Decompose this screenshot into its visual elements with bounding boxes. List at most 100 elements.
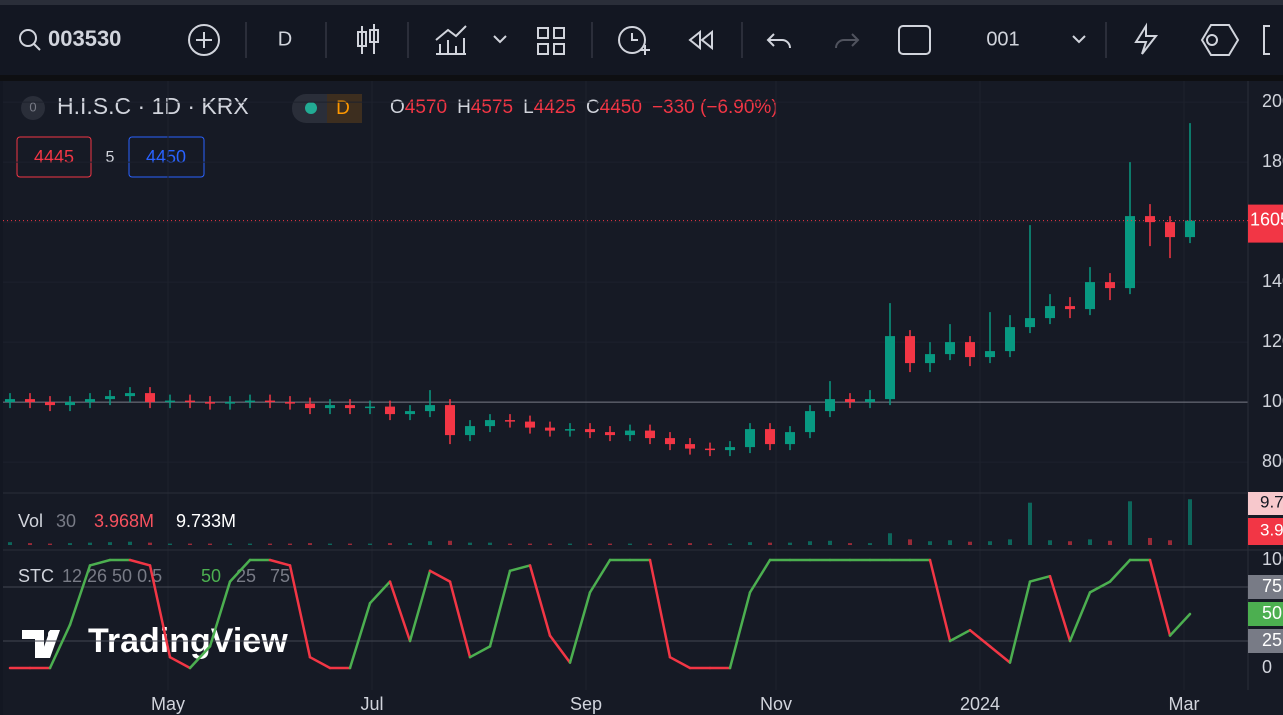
volume-bar bbox=[128, 541, 132, 545]
volume-bar bbox=[988, 541, 992, 545]
settings-button[interactable] bbox=[1200, 24, 1240, 56]
change: −330 (−6.90%) bbox=[652, 97, 778, 118]
stc-level: 50 bbox=[201, 566, 221, 586]
y-tick-label: 800 bbox=[1262, 451, 1283, 471]
candle-body bbox=[465, 426, 475, 436]
x-tick-label: Nov bbox=[760, 694, 792, 714]
add-button[interactable] bbox=[188, 24, 220, 56]
candle-body bbox=[65, 402, 75, 406]
alert-icon bbox=[631, 33, 650, 55]
legend: 0 H.I.S.C · 1D · KRX D 4445 5 4450 O4570… bbox=[16, 93, 778, 586]
indicators-button[interactable] bbox=[435, 25, 467, 55]
stc-line bbox=[408, 569, 432, 643]
buy-button[interactable] bbox=[128, 136, 205, 178]
stc-line bbox=[148, 564, 172, 659]
toolbar: 003530 D 001 bbox=[19, 22, 1270, 58]
top-border bbox=[0, 0, 1283, 5]
add-icon bbox=[196, 32, 212, 48]
candle-body bbox=[445, 405, 455, 436]
market-dot bbox=[305, 102, 317, 114]
undo-button[interactable] bbox=[766, 33, 791, 49]
volume-bar bbox=[468, 542, 472, 545]
volume-axis-label: 3.968M bbox=[1260, 520, 1283, 539]
stc-line bbox=[648, 558, 672, 659]
replay-button[interactable] bbox=[688, 29, 713, 51]
stc-name: STC bbox=[18, 566, 54, 586]
volume-bar bbox=[148, 542, 152, 545]
symbol[interactable]: 003530 bbox=[48, 26, 121, 51]
volume-bar bbox=[968, 541, 972, 545]
settings-icon bbox=[1206, 34, 1218, 46]
candle-body bbox=[45, 402, 55, 406]
spread: 5 bbox=[106, 149, 115, 166]
volume-bar bbox=[588, 543, 592, 545]
candle-body bbox=[305, 403, 315, 409]
ohlc-key: O bbox=[390, 97, 405, 118]
stc-line bbox=[1028, 574, 1052, 583]
stc-line bbox=[588, 558, 612, 594]
candle-body bbox=[1165, 222, 1175, 238]
y-tick-label: 2000 bbox=[1262, 91, 1283, 111]
volume-bar bbox=[1088, 539, 1092, 545]
volume-bar bbox=[1188, 499, 1192, 545]
x-tick-label: 2024 bbox=[960, 694, 1000, 714]
stc-line bbox=[668, 655, 692, 670]
stc-line bbox=[368, 580, 392, 605]
candle-body bbox=[1005, 327, 1015, 352]
candle-body bbox=[585, 429, 595, 433]
candle-body bbox=[285, 402, 295, 404]
volume-bar bbox=[728, 543, 732, 545]
symbol-title: H.I.S.C · 1D · KRX bbox=[57, 93, 249, 119]
candle-body bbox=[25, 399, 35, 403]
candle-body bbox=[565, 429, 575, 431]
stc-tick-label: 50 bbox=[1262, 603, 1282, 623]
candle-body bbox=[85, 399, 95, 403]
candle-body bbox=[145, 393, 155, 403]
y-tick-label: 1000 bbox=[1262, 391, 1283, 411]
stc-line bbox=[1148, 558, 1172, 637]
y-tick-label: 1800 bbox=[1262, 151, 1283, 171]
stc-line bbox=[188, 645, 212, 670]
quick-search-button[interactable] bbox=[1134, 22, 1159, 55]
volume-bar bbox=[1108, 540, 1112, 545]
search-icon[interactable] bbox=[19, 29, 37, 47]
interval[interactable]: D bbox=[278, 28, 292, 50]
stc-line bbox=[388, 580, 412, 643]
stc-params: 12 26 50 0.5 bbox=[62, 566, 162, 586]
layout-button[interactable] bbox=[898, 25, 931, 55]
volume-bar bbox=[408, 543, 412, 545]
dropdown[interactable] bbox=[493, 35, 507, 44]
volume-bar bbox=[808, 541, 812, 545]
stc-tick-label: 0 bbox=[1262, 657, 1272, 677]
badge-text: 0 bbox=[29, 99, 36, 114]
volume-bar bbox=[168, 543, 172, 545]
stc-line bbox=[528, 564, 552, 637]
x-tick-label: Mar bbox=[1169, 694, 1200, 714]
volume-bar bbox=[1008, 539, 1012, 545]
volume-bar bbox=[848, 543, 852, 545]
fullscreen-button[interactable] bbox=[1263, 25, 1270, 55]
volume-bar bbox=[348, 543, 352, 545]
volume-bar bbox=[948, 540, 952, 545]
candle-body bbox=[665, 438, 675, 445]
alert-button[interactable] bbox=[618, 26, 646, 54]
candle-body bbox=[5, 399, 15, 403]
volume-bar bbox=[708, 543, 712, 545]
layout-name[interactable]: 001 bbox=[986, 28, 1019, 50]
volume-bar bbox=[88, 542, 92, 545]
redo-button[interactable] bbox=[835, 33, 860, 49]
y-tick-label: 1200 bbox=[1262, 331, 1283, 351]
templates-button[interactable] bbox=[537, 27, 565, 55]
volume-bar bbox=[748, 542, 752, 545]
stc-tick-label: 75 bbox=[1262, 576, 1282, 596]
volume-bar bbox=[1028, 502, 1032, 545]
mode-pill bbox=[327, 94, 362, 123]
candle-body bbox=[1105, 282, 1115, 289]
watermark-logo-dot bbox=[48, 630, 56, 638]
chart-type-button[interactable] bbox=[357, 24, 379, 54]
sell-button[interactable] bbox=[16, 136, 92, 178]
dropdown[interactable] bbox=[1072, 35, 1086, 44]
chart-area bbox=[3, 81, 1283, 715]
volume-bar bbox=[868, 543, 872, 545]
